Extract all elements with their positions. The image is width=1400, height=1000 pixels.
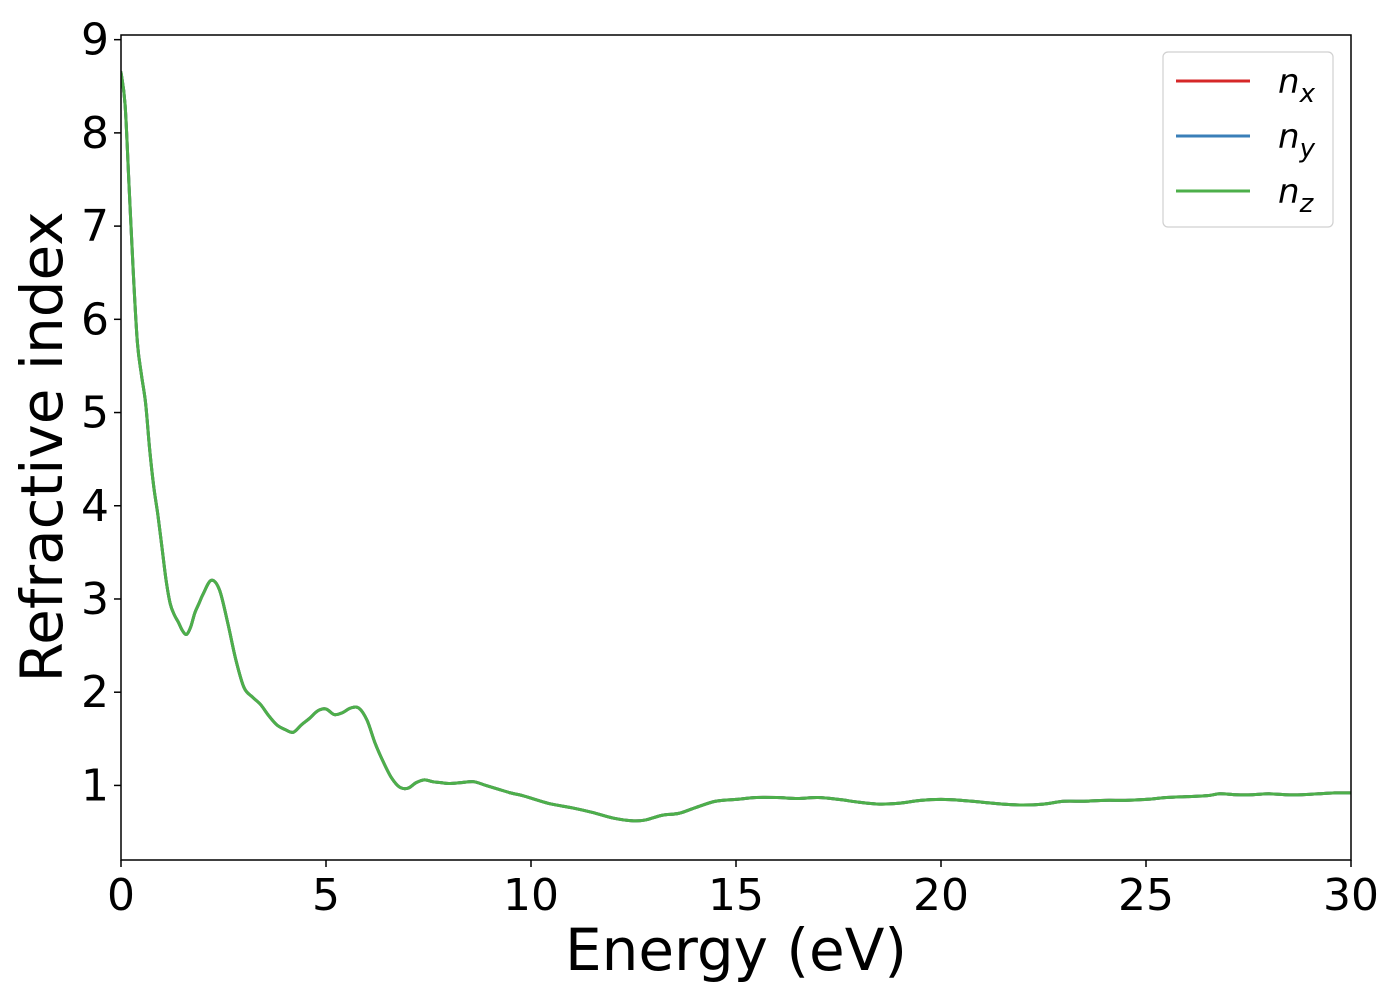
x-tick-label: 0 bbox=[107, 870, 135, 921]
y-tick-label: 6 bbox=[81, 294, 109, 345]
y-tick-label: 3 bbox=[81, 574, 109, 625]
axes: 0 5 10 15 20 25 30 1 2 3 4 5 6 7 8 9 bbox=[81, 15, 1379, 921]
y-tick-label: 8 bbox=[81, 108, 109, 159]
y-tick-label: 9 bbox=[81, 15, 109, 66]
y-tick-label: 4 bbox=[81, 481, 109, 532]
x-tick-label: 25 bbox=[1118, 870, 1174, 921]
x-tick-label: 10 bbox=[503, 870, 559, 921]
x-tick-label: 30 bbox=[1323, 870, 1379, 921]
legend-label-nx: nx bbox=[1278, 62, 1316, 109]
y-tick-label: 5 bbox=[81, 388, 109, 439]
x-tick-label: 15 bbox=[708, 870, 764, 921]
y-axis-label: Refractive index bbox=[8, 211, 76, 682]
legend: nx ny nz bbox=[1162, 51, 1334, 228]
x-tick-label: 20 bbox=[913, 870, 969, 921]
y-tick-label: 7 bbox=[81, 201, 109, 252]
plot-area bbox=[121, 70, 1351, 823]
series-line-nz bbox=[121, 70, 1351, 823]
x-tick-label: 5 bbox=[312, 870, 340, 921]
legend-label-ny: ny bbox=[1278, 117, 1316, 164]
legend-box bbox=[1162, 51, 1334, 228]
y-tick-label: 1 bbox=[81, 760, 109, 811]
x-axis-label: Energy (eV) bbox=[565, 916, 907, 984]
legend-label-nz: nz bbox=[1278, 172, 1315, 219]
y-tick-label: 2 bbox=[81, 667, 109, 718]
